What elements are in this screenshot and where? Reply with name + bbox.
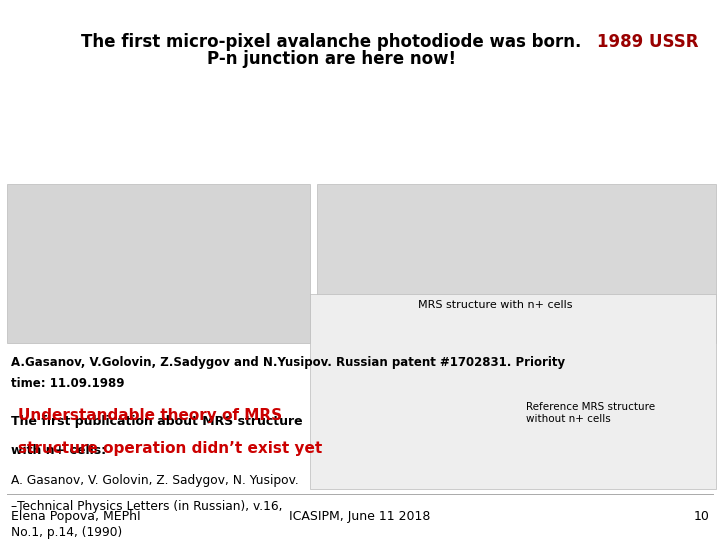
Text: time: 11.09.1989: time: 11.09.1989 — [11, 377, 125, 390]
Text: MRS structure with n+ cells: MRS structure with n+ cells — [418, 300, 572, 310]
Text: The first micro-pixel avalanche photodiode was born.: The first micro-pixel avalanche photodio… — [81, 33, 581, 51]
Text: The first publication about MRS structure: The first publication about MRS structur… — [11, 415, 302, 428]
Text: ICASIPM, June 11 2018: ICASIPM, June 11 2018 — [289, 510, 431, 523]
Text: A. Gasanov, V. Golovin, Z. Sadygov, N. Yusipov.: A. Gasanov, V. Golovin, Z. Sadygov, N. Y… — [11, 474, 299, 487]
Text: P-n junction are here now!: P-n junction are here now! — [207, 50, 456, 68]
Text: No.1, p.14, (1990): No.1, p.14, (1990) — [11, 526, 122, 539]
Bar — [7, 184, 310, 343]
Text: Understandable theory of MRS: Understandable theory of MRS — [18, 408, 282, 423]
Text: structure operation didn’t exist yet: structure operation didn’t exist yet — [18, 441, 323, 456]
Bar — [317, 184, 716, 343]
Text: A.Gasanov, V.Golovin, Z.Sadygov and N.Yusipov. Russian patent #1702831. Priority: A.Gasanov, V.Golovin, Z.Sadygov and N.Yu… — [11, 356, 565, 369]
Text: 1989 USSR: 1989 USSR — [598, 33, 698, 51]
Text: with n+ cells:: with n+ cells: — [11, 444, 106, 457]
Text: Reference MRS structure
without n+ cells: Reference MRS structure without n+ cells — [526, 402, 654, 424]
Text: 10: 10 — [693, 510, 709, 523]
Text: Elena Popova, MEPhI: Elena Popova, MEPhI — [11, 510, 140, 523]
Bar — [310, 294, 716, 489]
Text: –Technical Physics Letters (in Russian), v.16,: –Technical Physics Letters (in Russian),… — [11, 500, 282, 513]
